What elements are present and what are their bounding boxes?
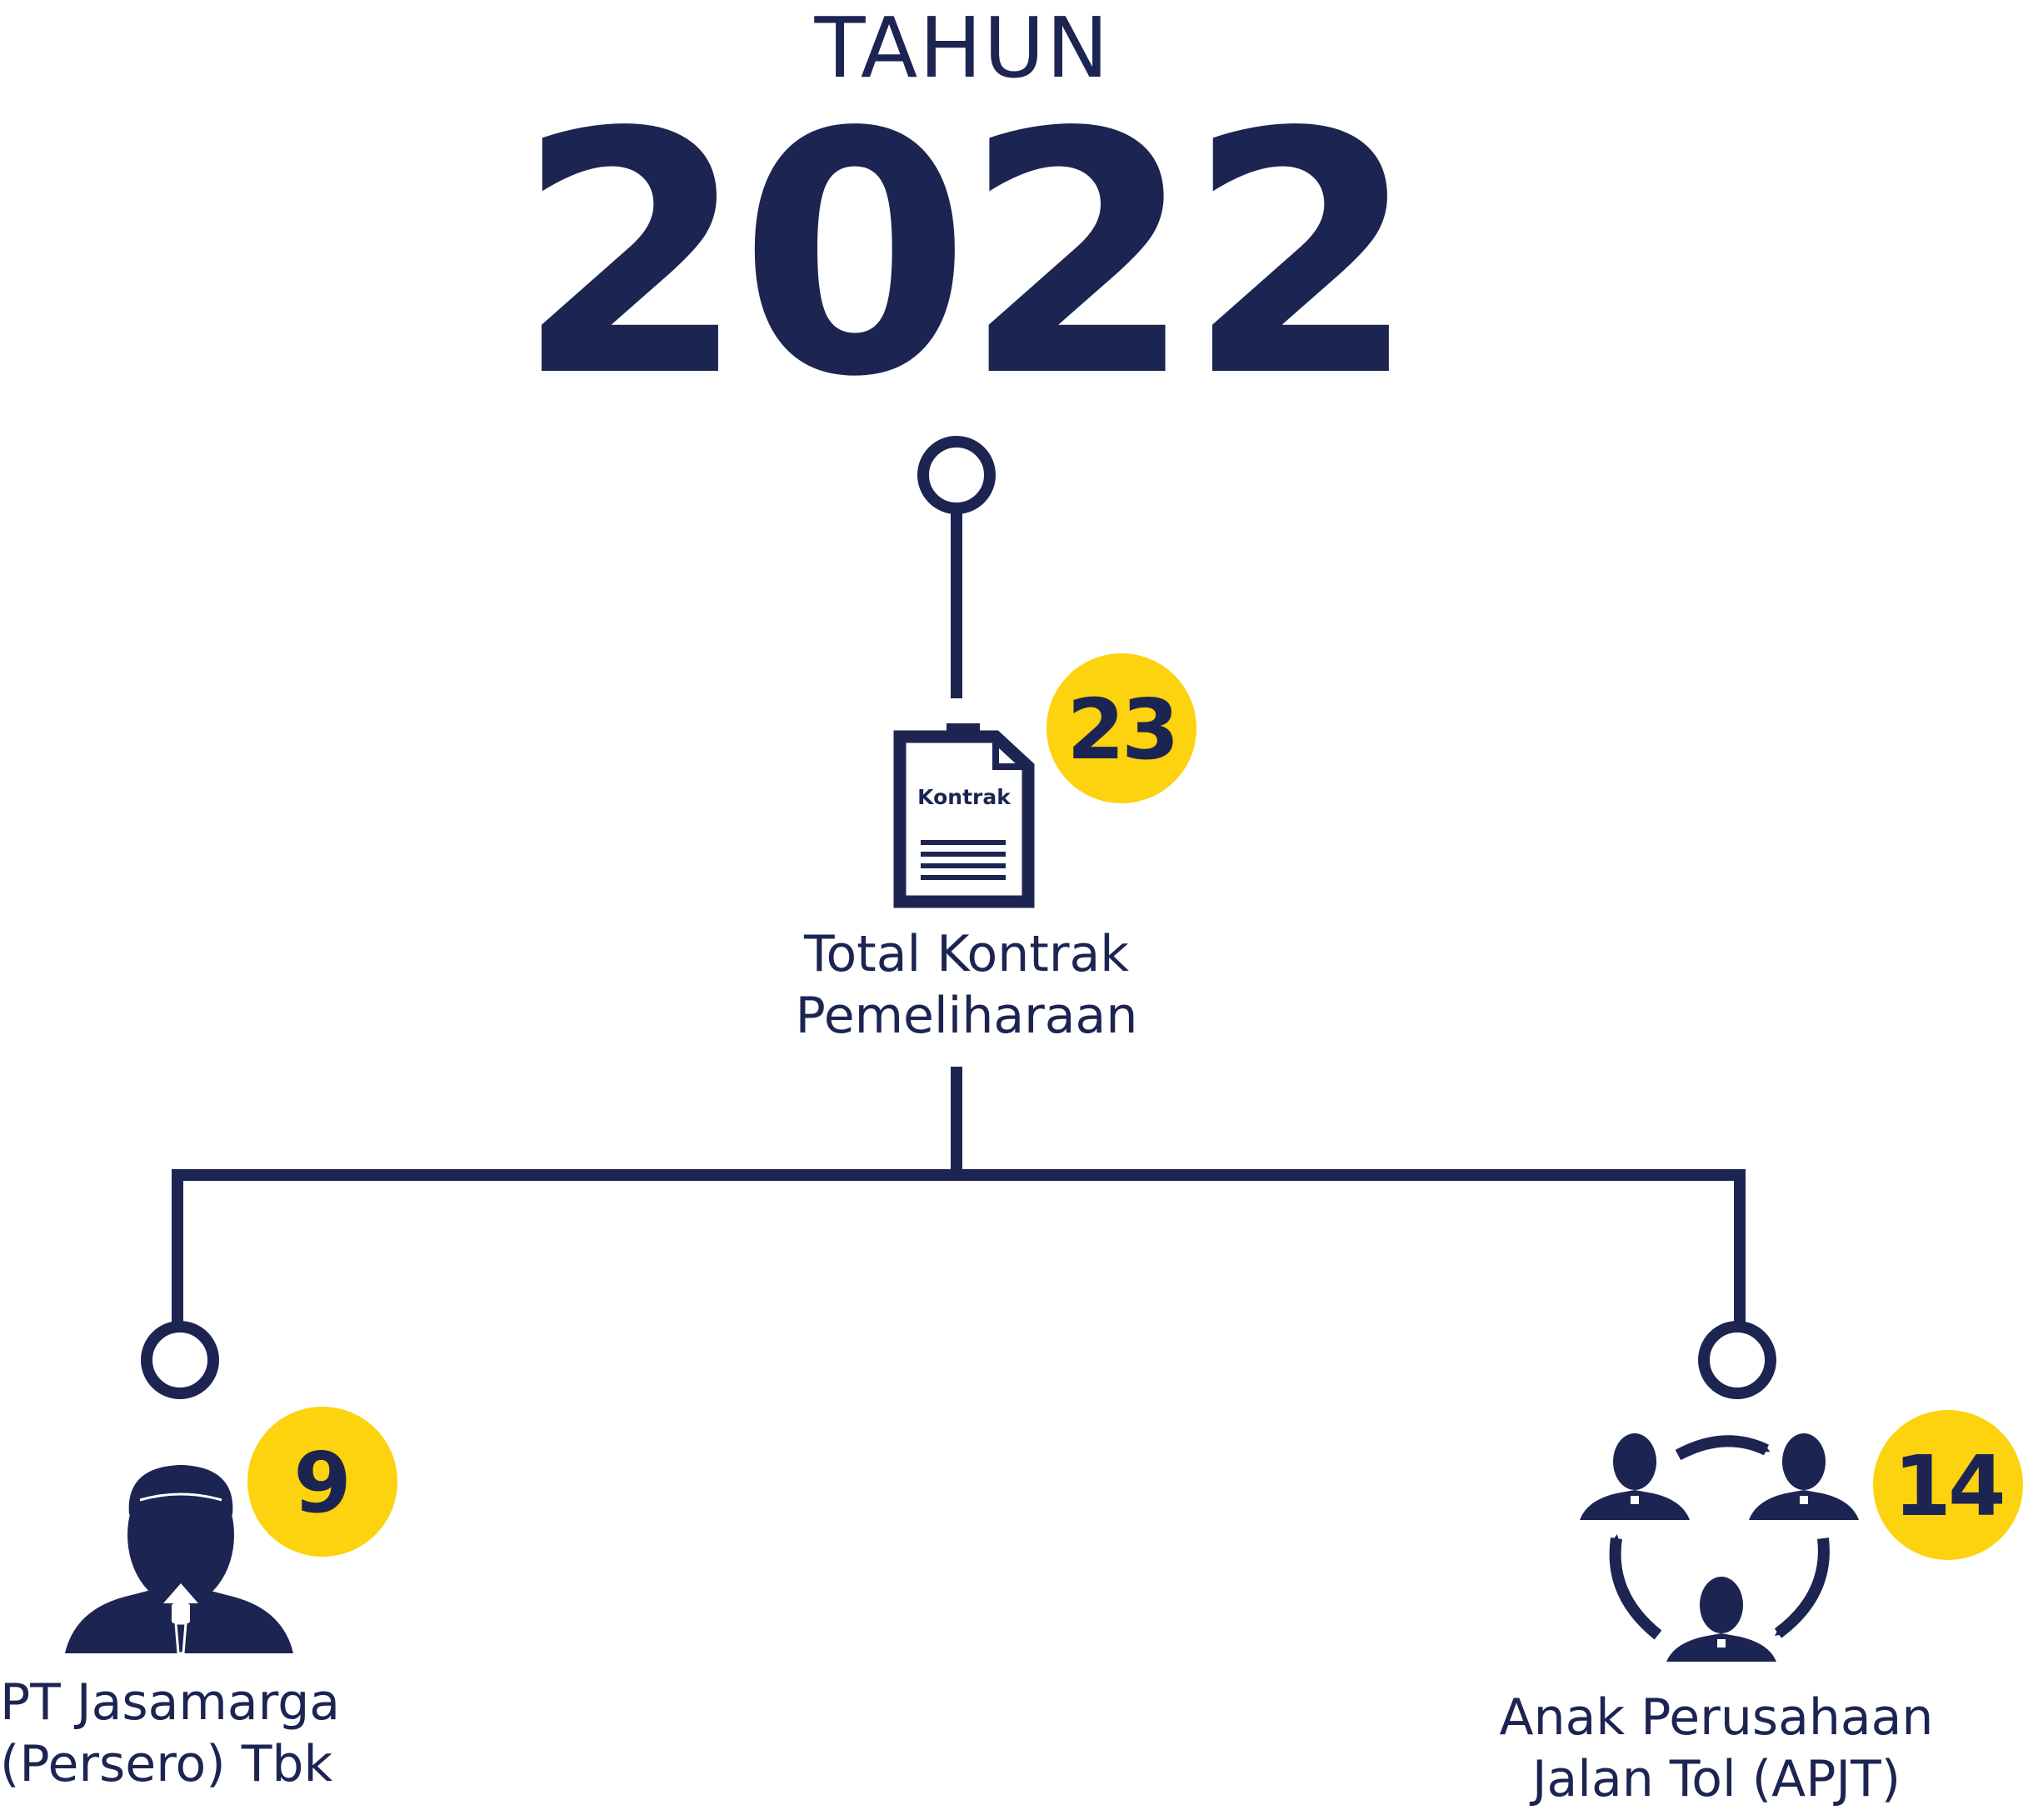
cycle-arrow-left bbox=[1609, 1534, 1662, 1640]
root-count-value: 23 bbox=[1066, 681, 1176, 778]
root-node-circle bbox=[917, 436, 996, 514]
heading-tahun: TAHUN bbox=[814, 0, 1111, 97]
root-connector bbox=[917, 436, 996, 698]
right-node-circle bbox=[1698, 1321, 1776, 1399]
root-node-label: Total Kontrak Pemeliharaan bbox=[795, 925, 1138, 1045]
group-person-bottom bbox=[1666, 1577, 1776, 1662]
branch-connectors bbox=[141, 1067, 1776, 1399]
group-person-top-left bbox=[1580, 1433, 1690, 1520]
person-icon bbox=[65, 1465, 293, 1655]
right-count-value: 14 bbox=[1893, 1438, 2002, 1535]
left-count-value: 9 bbox=[293, 1434, 352, 1532]
left-count-badge: 9 bbox=[247, 1407, 397, 1557]
root-count-badge: 23 bbox=[1046, 653, 1196, 803]
group-cycle-icon bbox=[1580, 1433, 1859, 1662]
right-node-label: Anak Perusahaan Jalan Tol (APJT) bbox=[1499, 1688, 1934, 1808]
left-node-label: PT Jasamarga (Persero) Tbk bbox=[0, 1673, 341, 1793]
contract-document-label: Kontrak bbox=[917, 785, 1012, 809]
heading-year: 2022 bbox=[515, 62, 1417, 450]
cycle-arrow-right bbox=[1774, 1538, 1830, 1638]
group-person-top-right bbox=[1749, 1433, 1859, 1520]
cycle-arrow-top bbox=[1675, 1435, 1771, 1461]
contract-document-icon: Kontrak bbox=[893, 723, 1035, 908]
left-node-circle bbox=[141, 1321, 219, 1399]
right-count-badge: 14 bbox=[1873, 1410, 2023, 1560]
